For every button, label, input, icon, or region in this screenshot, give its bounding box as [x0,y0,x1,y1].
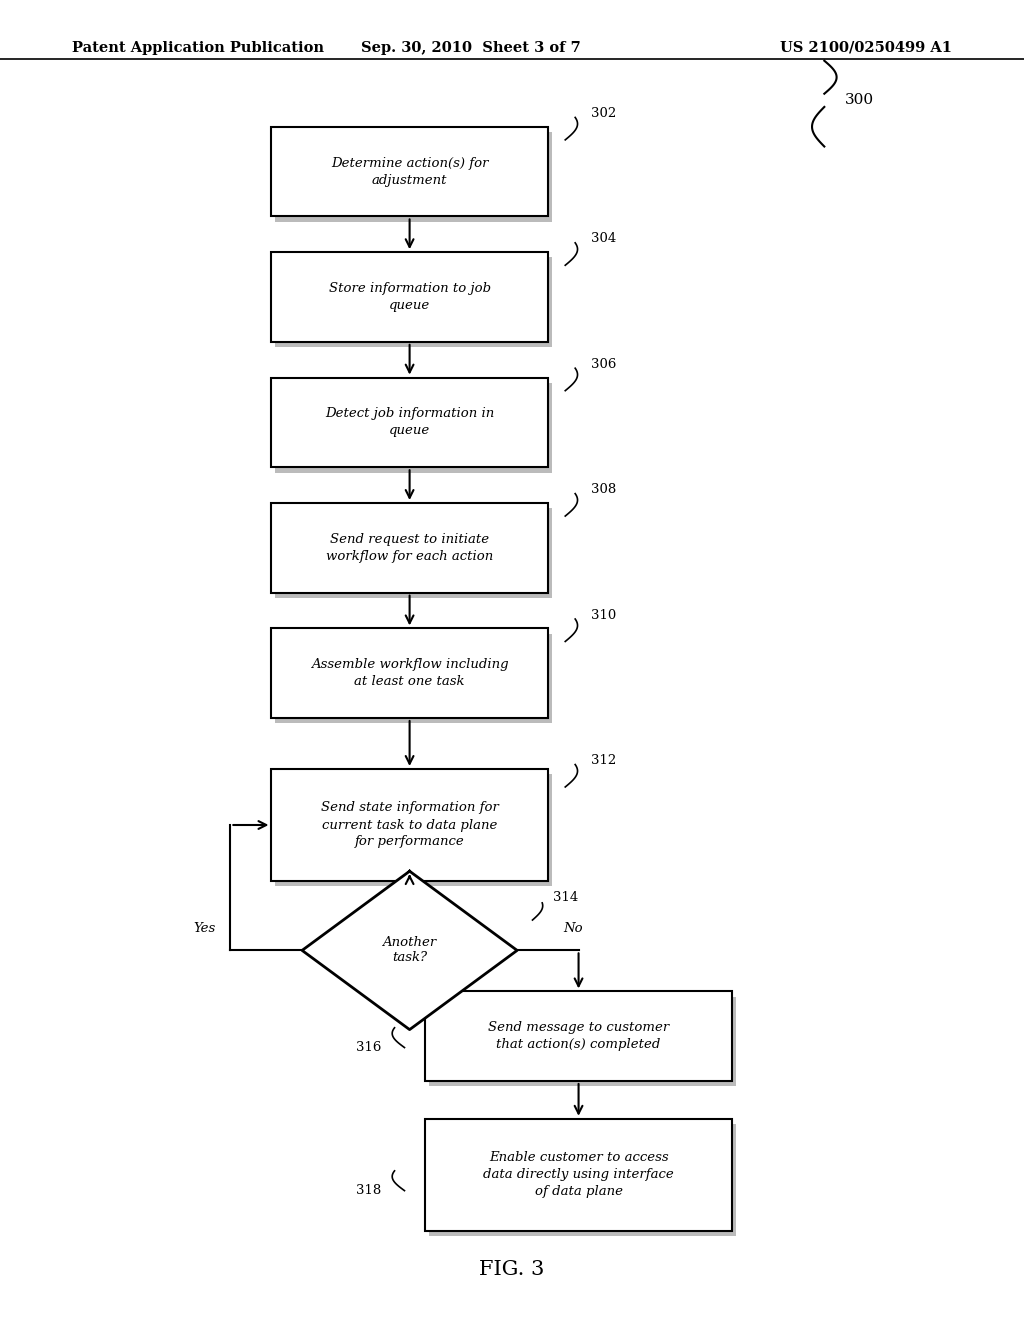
Text: Send state information for
current task to data plane
for performance: Send state information for current task … [321,801,499,849]
Bar [275,257,552,347]
Text: Determine action(s) for
adjustment: Determine action(s) for adjustment [331,157,488,186]
Bar [271,768,548,882]
Bar [271,378,548,467]
Text: 304: 304 [591,232,616,246]
Bar [275,774,552,887]
Text: Send message to customer
that action(s) completed: Send message to customer that action(s) … [487,1022,670,1051]
Bar [275,634,552,723]
Bar [271,628,548,718]
Text: Send request to initiate
workflow for each action: Send request to initiate workflow for ea… [326,533,494,562]
Bar [275,508,552,598]
Text: Patent Application Publication: Patent Application Publication [72,41,324,54]
Text: 312: 312 [591,754,616,767]
Text: Store information to job
queue: Store information to job queue [329,282,490,312]
Polygon shape [302,871,517,1030]
Text: 316: 316 [355,1041,381,1055]
Bar [425,1118,732,1230]
Text: Enable customer to access
data directly using interface
of data plane: Enable customer to access data directly … [483,1151,674,1199]
Text: 314: 314 [553,891,579,904]
Bar [275,132,552,222]
Bar [271,252,548,342]
Text: 318: 318 [355,1184,381,1197]
Text: 308: 308 [591,483,616,496]
Text: 310: 310 [591,609,616,622]
Text: Detect job information in
queue: Detect job information in queue [325,408,495,437]
Bar [429,1123,736,1236]
Bar [271,127,548,216]
Bar [425,991,732,1081]
Text: Sep. 30, 2010  Sheet 3 of 7: Sep. 30, 2010 Sheet 3 of 7 [361,41,581,54]
Text: Assemble workflow including
at least one task: Assemble workflow including at least one… [311,659,508,688]
Bar [275,383,552,473]
Bar [271,503,548,593]
Text: FIG. 3: FIG. 3 [479,1261,545,1279]
Text: US 2100/0250499 A1: US 2100/0250499 A1 [780,41,952,54]
Text: Yes: Yes [194,921,216,935]
Text: No: No [563,921,584,935]
Text: 300: 300 [845,94,873,107]
Bar [429,997,736,1086]
Text: 306: 306 [591,358,616,371]
Text: 302: 302 [591,107,616,120]
Text: Another
task?: Another task? [383,936,436,965]
